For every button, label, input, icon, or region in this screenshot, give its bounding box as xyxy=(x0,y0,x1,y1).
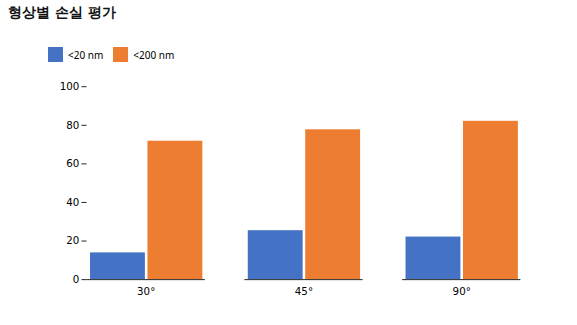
svg-text:30°: 30° xyxy=(137,285,155,297)
svg-text:80: 80 xyxy=(66,119,79,131)
html-text:형상별 손실 평가: 형상별 손실 평가 xyxy=(8,4,116,20)
svg-text:20: 20 xyxy=(66,234,79,246)
svg-text:90°: 90° xyxy=(453,285,471,297)
html-text:<20 nm: <20 nm xyxy=(68,47,104,62)
html-text:<200 nm: <200 nm xyxy=(133,47,175,62)
svg-text:45°: 45° xyxy=(295,285,313,297)
svg-text:0: 0 xyxy=(73,273,80,285)
svg-text:100: 100 xyxy=(60,80,80,92)
svg-text:60: 60 xyxy=(66,157,79,169)
svg-text:40: 40 xyxy=(66,196,79,208)
